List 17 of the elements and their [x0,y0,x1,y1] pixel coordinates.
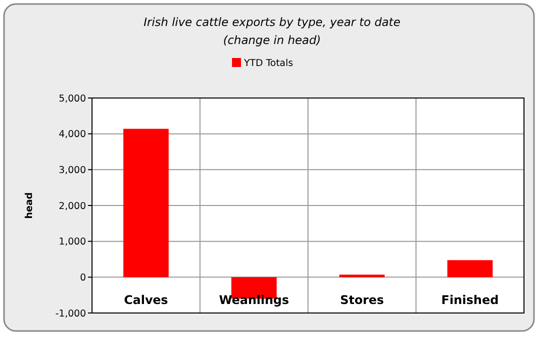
legend-label: YTD Totals [243,58,294,69]
y-axis-title: head [24,192,35,219]
y-tick-label: 4,000 [58,129,86,140]
y-tick-label: 2,000 [58,200,86,212]
bar [447,260,493,278]
chart-subtitle: (change in head) [223,33,321,47]
bar [123,128,169,278]
x-tick-label: Calves [124,293,168,308]
y-tick-label: 3,000 [58,164,86,176]
y-tick-label: 0 [80,272,86,284]
y-tick-label: 1,000 [58,236,86,248]
chart-title: Irish live cattle exports by type, year to date [144,15,400,29]
x-tick-label: Stores [340,293,384,308]
bar [339,274,385,278]
y-tick-label: -1,000 [55,308,86,320]
x-tick-label: Finished [441,293,499,308]
y-tick-label: 5,000 [58,93,86,104]
